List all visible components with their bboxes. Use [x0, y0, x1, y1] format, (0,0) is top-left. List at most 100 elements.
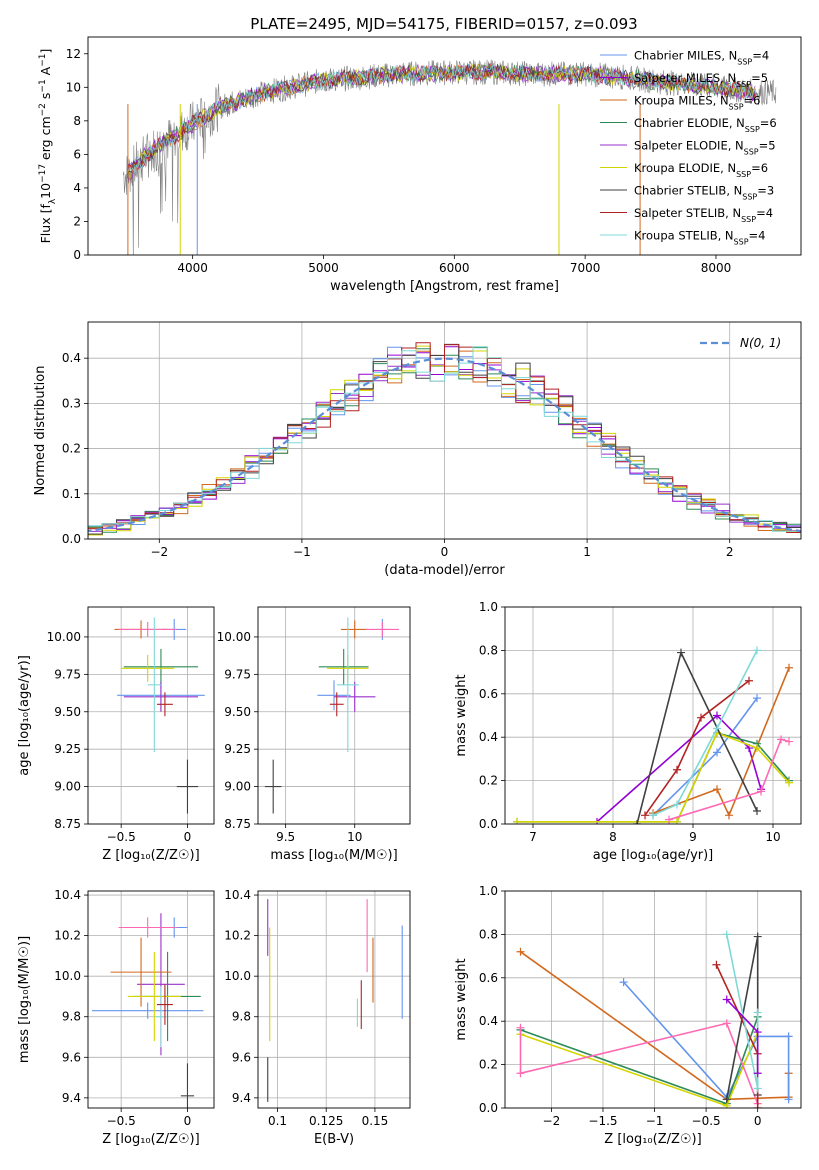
- panel-6: 0.1 0.125 0.15 9.4 9.6 9.8 10.0 10.2 10.4 E(B-V): [224, 888, 411, 1147]
- mass-weight-marker: [722, 995, 731, 1004]
- y-tick-label: 9.6: [62, 1050, 81, 1064]
- y-tick-label: 10.2: [224, 929, 251, 943]
- mass-weight-marker: [753, 744, 761, 753]
- x-tick-label: −0.5: [692, 1114, 721, 1128]
- panel-3: 9.5 10 8.75 9.00 9.25 9.50 9.75 10.00 mass [log₁…: [217, 606, 411, 863]
- axes-frame: [257, 890, 411, 1109]
- mass-weight-marker: [757, 787, 765, 796]
- model-spectrum: [126, 62, 756, 182]
- x-tick-label: 0.125: [309, 1114, 343, 1128]
- x-axis-label: wavelength [Angstrom, rest frame]: [330, 279, 559, 294]
- y-axis-label: mass weight: [454, 674, 469, 756]
- x-axis-label: mass [log₁₀(M/M☉)]: [270, 848, 397, 863]
- mass-weight-marker: [516, 1069, 525, 1078]
- x-axis-label: Z [log₁₀(Z/Z☉)]: [604, 1132, 701, 1147]
- data-point: [334, 681, 376, 712]
- y-tick-label: 0.0: [479, 1101, 498, 1115]
- axes-frame: [87, 321, 802, 540]
- data-point: [318, 648, 369, 685]
- mass-weight-marker: [753, 932, 762, 941]
- y-axis-label: Normed distribution: [33, 366, 48, 496]
- legend-entry: Salpeter MILES, NSSP=5: [634, 71, 768, 89]
- y-tick-label: 9.4: [62, 1091, 81, 1105]
- x-tick-label: 10: [765, 830, 780, 844]
- y-tick-label: 10.4: [54, 888, 81, 902]
- x-tick-label: −2: [543, 1114, 561, 1128]
- mass-weight-marker: [753, 646, 761, 655]
- x-axis-label: (data-model)/error: [384, 563, 505, 578]
- y-tick-label: 9.8: [62, 1010, 81, 1024]
- mass-weight-line: [520, 1016, 759, 1105]
- y-tick-label: 4: [73, 181, 81, 195]
- x-tick-label: 7: [529, 830, 537, 844]
- panel-0: 4000 5000 6000 7000 8000 0 2 4 6 8 10 12 wavelength …: [38, 36, 802, 294]
- data-point: [118, 917, 177, 938]
- y-tick-label: 10: [66, 80, 81, 94]
- mass-weight-marker: [673, 800, 681, 809]
- y-tick-label: 9.00: [54, 780, 81, 794]
- mass-weight-marker: [753, 1084, 762, 1093]
- x-tick-label: 8000: [701, 261, 732, 275]
- x-tick-label: −1.5: [588, 1114, 617, 1128]
- legend-entry: N(0, 1): [740, 336, 781, 350]
- y-tick-label: 9.75: [54, 667, 81, 681]
- mass-weight-marker: [785, 778, 793, 787]
- mass-weight-marker: [713, 785, 721, 794]
- legend-entry: Kroupa ELODIE, NSSP=6: [634, 161, 768, 179]
- data-point: [156, 692, 173, 717]
- mass-weight-marker: [516, 1023, 525, 1032]
- figure-title: PLATE=2495, MJD=54175, FIBERID=0157, z=0…: [250, 15, 637, 33]
- mass-weight-marker: [725, 811, 733, 820]
- mass-weight-marker: [753, 1028, 762, 1037]
- mass-weight-marker: [713, 711, 721, 720]
- data-point: [365, 621, 399, 637]
- x-tick-label: −0.5: [107, 1114, 136, 1128]
- data-point: [118, 621, 177, 637]
- x-tick-label: 0: [754, 1114, 762, 1128]
- mass-weight-line: [596, 714, 762, 823]
- y-tick-label: 0.8: [479, 927, 498, 941]
- y-tick-label: 9.6: [232, 1050, 251, 1064]
- x-tick-label: 8: [609, 830, 617, 844]
- mass-weight-marker: [697, 713, 705, 722]
- axes-frame: [257, 606, 411, 825]
- x-tick-label: −1: [646, 1114, 664, 1128]
- mass-weight-marker: [753, 1069, 762, 1078]
- x-tick-label: 1: [583, 545, 591, 559]
- x-tick-label: 10: [347, 830, 362, 844]
- x-tick-label: −1: [293, 545, 311, 559]
- panel-2: −0.5 0 8.75 9.00 9.25 9.50 9.75 10.00 Z [log₁₀(Z…: [17, 606, 215, 863]
- mass-weight-marker: [722, 1019, 731, 1028]
- y-tick-label: 9.75: [224, 667, 251, 681]
- y-tick-label: 0.6: [479, 971, 498, 985]
- y-tick-label: 10.00: [217, 630, 251, 644]
- axes-frame: [504, 890, 802, 1109]
- data-point: [317, 680, 351, 711]
- legend-entry: Kroupa STELIB, NSSP=4: [634, 229, 765, 247]
- x-tick-label: 0.1: [268, 1114, 287, 1128]
- mass-weight-marker: [722, 930, 731, 939]
- mass-weight-marker: [513, 817, 521, 824]
- mass-weight-marker: [712, 960, 721, 969]
- legend-entry: Salpeter ELODIE, NSSP=5: [634, 139, 776, 157]
- y-tick-label: 9.25: [224, 742, 251, 756]
- y-tick-label: 0.8: [479, 643, 498, 657]
- y-tick-label: 0.0: [62, 532, 81, 546]
- x-tick-label: 5000: [308, 261, 339, 275]
- y-tick-label: 8: [73, 114, 81, 128]
- y-tick-label: 12: [66, 47, 81, 61]
- observed-spectrum: [123, 59, 777, 255]
- mass-weight-line: [668, 738, 790, 821]
- y-axis-label: Flux [fλ10−17 erg cm−2 s−1 A−1]: [38, 49, 58, 244]
- y-tick-label: 10.00: [47, 630, 81, 644]
- panel-5: −0.5 0 9.4 9.6 9.8 10.0 10.2 10.4 Z [log₁₀(Z/Z☉)…: [17, 888, 215, 1147]
- y-tick-label: 9.8: [232, 1010, 251, 1024]
- legend-entry: Chabrier ELODIE, NSSP=6: [634, 116, 777, 134]
- y-tick-label: 10.2: [54, 929, 81, 943]
- y-tick-label: 0.4: [62, 351, 81, 365]
- y-tick-label: 9.00: [224, 780, 251, 794]
- data-point: [123, 648, 199, 685]
- mass-weight-marker: [722, 1095, 731, 1104]
- x-tick-label: 9: [689, 830, 697, 844]
- x-tick-label: 2: [726, 545, 734, 559]
